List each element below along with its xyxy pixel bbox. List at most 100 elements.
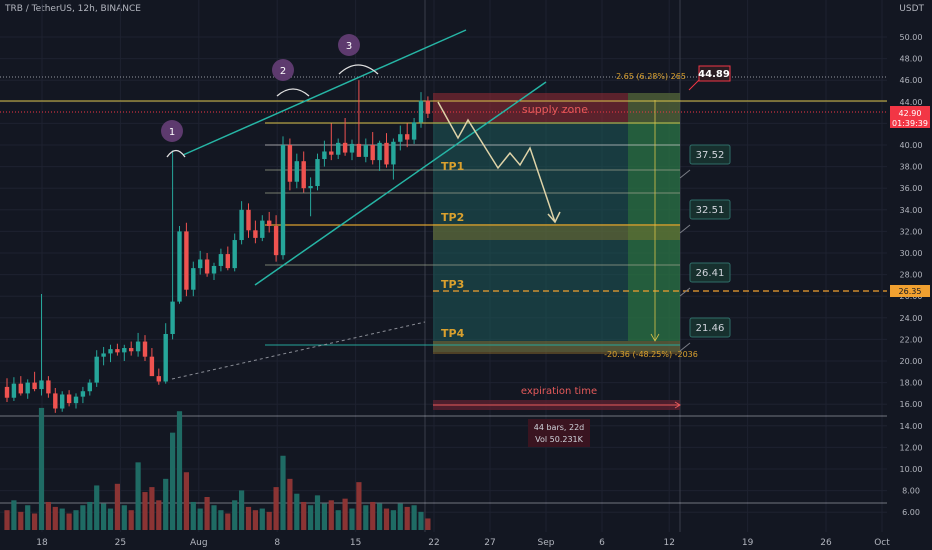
bars-info-volume: Vol 50.231K [535,435,584,444]
candle-body [108,349,113,354]
candle-body [239,209,244,241]
y-tick-label: 10.00 [900,465,923,474]
volume-bar [280,455,286,530]
candle-body [211,265,217,274]
tp-value-pointer [679,342,691,352]
candle-body [232,240,237,269]
y-tick-label: 24.00 [900,314,923,323]
volume-bar [404,506,410,530]
candle-body [405,134,410,140]
candle-body [170,301,175,334]
candle-body [4,386,10,398]
range-measure-arrow [650,333,660,342]
pattern-point-label: 2 [280,66,286,77]
pattern-point-label: 1 [169,127,175,138]
volume-bar [287,478,293,530]
y-tick-label: 46.00 [900,76,923,85]
candle-body [267,220,272,226]
x-tick-label: 22 [428,538,439,548]
volume-bar [411,505,417,530]
candle-body [101,353,106,357]
volume-bar [418,511,424,530]
candle-body [80,391,86,397]
y-tick-label: 16.00 [900,400,923,409]
volume-bar [342,498,348,530]
x-tick-label: 18 [36,538,48,548]
volume-bar [183,472,189,530]
volume-bar [128,510,134,530]
candle-body [287,145,293,182]
y-tick-label: 34.00 [900,206,923,215]
volume-bar [73,510,79,530]
x-tick-label: Sep [538,538,555,548]
candle-body [218,254,224,266]
candle-body [53,393,58,409]
pattern-point-badge [272,59,294,81]
volume-bar [87,501,93,530]
candle-body [225,254,230,269]
candle-body [370,145,375,161]
candle-body [336,142,341,155]
tp-label: TP4 [441,327,465,340]
y-tick-label: 32.00 [900,227,923,236]
tp-value-label: 26.41 [696,268,725,279]
tp-value-pointer [679,169,691,179]
candle-body [246,209,251,231]
candle-body [425,100,431,114]
tp-value-box [689,317,731,338]
volume-bar [356,482,362,530]
x-tick-label: 6 [599,538,605,548]
candle-body [198,259,203,269]
candle-body [329,151,334,155]
candle-body [60,394,65,409]
candle-body [163,334,168,382]
volume-bar [225,513,231,530]
volume-bar [142,492,148,530]
x-tick-label: Oct [874,538,890,548]
tp2-band [433,224,680,240]
candle-body [280,145,286,256]
range-stat-top: 2.65 (6.28%) 265 [616,72,686,81]
candle-body [39,380,44,390]
tp-value-label: 37.52 [696,150,725,161]
candle-body [377,142,382,161]
x-tick-label: 25 [115,538,126,548]
dashed-level-value: 26.35 [899,287,922,296]
volume-bar [163,478,169,530]
expiry-label: expiration time [521,386,597,397]
candle-body [260,220,265,238]
volume-bar [107,508,114,530]
candle-body [66,394,72,404]
volume-bar [190,501,196,530]
y-tick-label: 30.00 [900,249,923,258]
pattern-point-badge [161,120,183,142]
expiry-arrow [674,401,681,409]
y-tick-label: 38.00 [900,163,923,172]
candle-body [384,142,389,165]
x-tick-label: 15 [350,538,361,548]
candle-body [391,141,396,165]
candle-body [142,341,148,357]
x-tick-label: 27 [484,538,495,548]
tp4-band [433,341,680,354]
tp-label: TP2 [441,211,464,224]
candle-body [349,143,355,153]
tp-value-label: 32.51 [696,205,725,216]
high-marker-label: 44.89 [698,69,730,80]
x-tick-label: Aug [190,538,208,548]
volume-bar [32,513,38,530]
currency-label: USDT [899,4,924,14]
candle-body [315,159,320,187]
trend-dashed [171,321,426,380]
volume-bar [156,500,162,530]
volume-bar [135,462,141,530]
candle-body [25,382,30,394]
x-tick-label: 8 [274,538,280,548]
high-marker-pointer [688,79,700,91]
volume-bar [232,500,238,530]
volume-bar [211,505,217,530]
pattern-arc [166,149,186,158]
tp-value-label: 21.46 [696,323,725,334]
y-tick-label: 28.00 [900,271,923,280]
